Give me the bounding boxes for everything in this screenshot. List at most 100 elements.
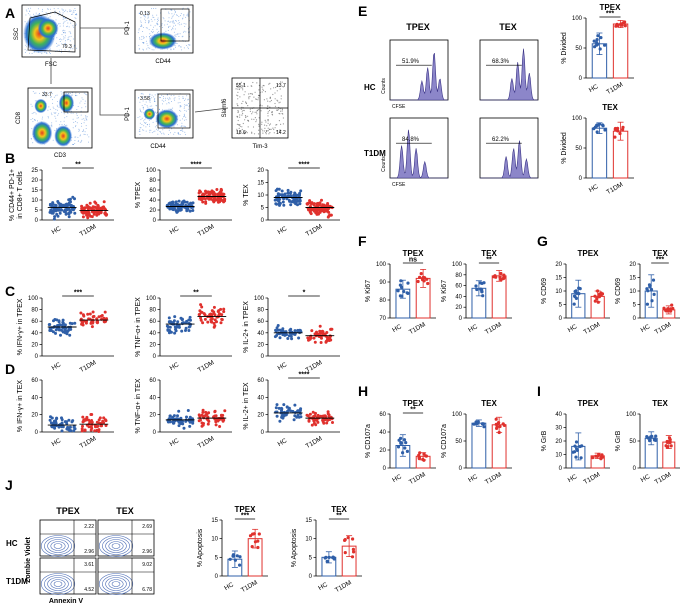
flow-event xyxy=(244,115,247,117)
flow-pd1-cd44-b-population-1 xyxy=(143,108,156,120)
contour-plot-1: 2.692.96 xyxy=(97,519,155,557)
flow-ssc-fsc-event xyxy=(63,29,64,31)
j-col-header-tpex: TPEX xyxy=(56,506,80,516)
data-point-hc xyxy=(231,554,235,558)
y-axis-label: in CD8+ T cells xyxy=(17,171,24,219)
flow-pd1-cd44-b-event xyxy=(179,115,181,117)
data-point-hc xyxy=(64,212,68,216)
flow-ssc-fsc-event xyxy=(69,10,70,12)
data-point-hc xyxy=(596,42,600,46)
data-point-hc xyxy=(480,290,484,294)
flow-pd1-cd44-b-event xyxy=(149,95,151,97)
data-point-hc xyxy=(176,325,180,329)
x-category-label: HC xyxy=(467,323,479,334)
flow-cd8-cd3-event xyxy=(69,93,71,94)
data-point-hc xyxy=(177,420,181,424)
data-point-hc xyxy=(181,422,185,426)
flow-pd1-cd44-b-event xyxy=(180,126,182,127)
flow-event xyxy=(269,82,271,84)
data-point-hc xyxy=(61,425,65,429)
y-tick-label: 10 xyxy=(629,289,636,295)
data-point-hc xyxy=(578,444,582,449)
data-point-hc xyxy=(49,329,53,332)
flow-ssc-fsc-event xyxy=(24,51,26,53)
flow-event xyxy=(271,113,273,115)
flow-pd1-cd44-a-event xyxy=(178,16,180,18)
flow-pd1-cd44-a-event xyxy=(151,20,153,22)
data-point-hc xyxy=(168,207,172,211)
flow-event xyxy=(236,94,238,96)
flow-pd1-cd44-b-event xyxy=(156,93,158,95)
data-point-t1dm xyxy=(331,421,334,424)
data-point-hc xyxy=(187,329,191,332)
data-point-hc xyxy=(399,436,403,440)
flow-pd1-cd44-b-event xyxy=(140,110,142,112)
data-point-t1dm xyxy=(329,338,333,342)
flow-cd8-cd3-event xyxy=(85,117,87,119)
y-tick-label: 60 xyxy=(149,188,156,194)
data-point-hc xyxy=(54,203,58,207)
flow-event xyxy=(261,105,263,107)
flow-ssc-fsc-event xyxy=(57,8,59,9)
x-category-label: HC xyxy=(640,323,652,334)
flow-pd1-cd44-b-event xyxy=(173,98,175,100)
data-point-t1dm xyxy=(92,212,96,216)
y-tick-label: 40 xyxy=(555,412,562,418)
data-point-hc xyxy=(400,285,404,289)
flow-event xyxy=(264,127,266,129)
flow-pd1-cd44-b-event xyxy=(141,111,143,113)
flow-pd1-cd44-b-event xyxy=(144,119,146,121)
y-tick-label: 60 xyxy=(149,319,156,325)
flow-ssc-fsc-event xyxy=(27,13,29,15)
arrow-2 xyxy=(80,27,130,116)
data-point-t1dm xyxy=(502,423,506,427)
data-point-hc xyxy=(298,191,302,195)
data-point-hc xyxy=(598,47,602,51)
data-point-t1dm xyxy=(202,312,206,316)
contour-ring xyxy=(47,539,69,553)
y-tick-label: 10 xyxy=(257,193,264,199)
flow-event xyxy=(249,96,251,98)
flow-pd1-cd44-a-event xyxy=(161,23,163,25)
data-point-hc xyxy=(177,409,181,413)
y-tick-label: 0 xyxy=(35,354,39,360)
data-point-t1dm xyxy=(613,135,617,139)
data-point-t1dm xyxy=(94,210,98,214)
flow-ssc-fsc-event xyxy=(70,22,72,24)
flow-pd1-cd44-a-event xyxy=(189,31,191,33)
flow-pd1-cd44-b-event xyxy=(188,103,189,104)
flow-pd1-cd44-a-event xyxy=(158,19,159,21)
x-category-label: HC xyxy=(277,225,289,236)
data-point-hc xyxy=(406,291,410,295)
y-tick-label: 60 xyxy=(379,412,386,418)
flow-event xyxy=(237,111,239,114)
data-point-hc xyxy=(182,426,186,430)
flow-pd1-cd44-b-population-0 xyxy=(155,109,179,129)
flow-pd1-cd44-a-event xyxy=(138,48,140,50)
flow-pd1-cd44-a-event xyxy=(137,32,139,34)
flow-pd1-cd44-a-event xyxy=(143,37,145,39)
flow-event xyxy=(280,123,282,125)
data-point-hc xyxy=(573,450,577,454)
axis-label-pd1-b: PD-1 xyxy=(125,107,131,121)
data-point-hc xyxy=(401,451,405,455)
axis-label-cd44-a: CD44 xyxy=(155,59,171,65)
flow-ssc-fsc-event xyxy=(71,13,72,15)
data-point-t1dm xyxy=(95,428,99,432)
flow-pd1-cd44-b-event xyxy=(185,116,187,118)
data-point-hc xyxy=(180,203,183,207)
flow-pd1-cd44-a-event xyxy=(143,43,145,44)
gate-value-pd1-a: 0.13 xyxy=(140,11,150,17)
data-point-t1dm xyxy=(198,189,202,193)
flow-pd1-cd44-a-event xyxy=(147,15,149,17)
data-point-hc xyxy=(233,558,237,562)
flow-pd1-cd44-a-event xyxy=(189,11,191,13)
flow-cd8-cd3-event xyxy=(86,116,88,118)
flow-ssc-fsc-event xyxy=(26,50,28,52)
data-point-hc xyxy=(61,321,65,325)
data-point-t1dm xyxy=(103,310,107,314)
data-point-t1dm xyxy=(502,276,506,280)
flow-pd1-cd44-a-event xyxy=(173,48,175,50)
